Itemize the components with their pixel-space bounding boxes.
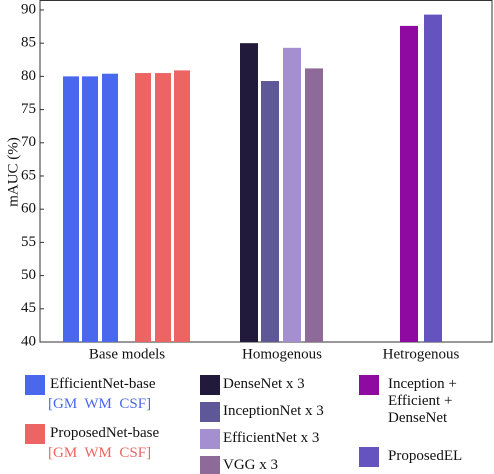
legend-swatch [200, 456, 220, 474]
y-tick-label: 45 [21, 300, 36, 316]
y-tick-label: 60 [21, 201, 36, 217]
x-tick-label: Base models [89, 346, 165, 362]
y-tick-label: 90 [21, 1, 36, 17]
legend-label: ProposedEL [388, 448, 463, 464]
legend-label: DenseNet x 3 [223, 376, 305, 392]
bar [305, 68, 323, 343]
legend-sublabel: [GM WM CSF] [48, 445, 152, 461]
legend-swatch [25, 424, 45, 444]
bar [283, 47, 301, 342]
bar [240, 43, 258, 343]
bar [102, 73, 118, 343]
legend-swatch [200, 429, 220, 449]
x-tick-label: Hetrogenous [383, 346, 460, 362]
legend-label: Inception + Efficient + DenseNet [388, 376, 457, 426]
bar [63, 76, 79, 343]
y-axis-label: mAUC (%) [5, 137, 21, 207]
legend-label: ProposedNet-base [50, 425, 160, 441]
legend-label: InceptionNet x 3 [223, 403, 324, 419]
bar [82, 76, 98, 343]
bar [424, 14, 442, 342]
y-tick-label: 55 [21, 234, 36, 250]
legend-label: EfficientNet x 3 [223, 430, 320, 446]
y-tick-label: 70 [21, 134, 36, 150]
legend-label: VGG x 3 [223, 457, 278, 473]
y-tick-label: 80 [21, 68, 36, 84]
y-tick-label: 40 [21, 333, 36, 349]
bar [155, 73, 171, 342]
legend-swatch [200, 402, 220, 422]
y-tick-label: 75 [21, 101, 36, 117]
bar [400, 25, 418, 343]
legend-sublabel: [GM WM CSF] [48, 396, 152, 412]
legend-swatch [359, 375, 379, 395]
y-tick-label: 85 [21, 35, 36, 51]
x-tick-label: Homogenous [242, 346, 322, 362]
bar [135, 73, 151, 342]
legend-swatch [200, 375, 220, 395]
y-tick-label: 65 [21, 167, 36, 183]
legend-label: EfficientNet-base [50, 376, 156, 392]
legend-swatch [25, 375, 45, 395]
bar [174, 70, 190, 342]
bar [261, 81, 279, 342]
y-tick-label: 50 [21, 267, 36, 283]
legend-swatch [359, 447, 379, 467]
